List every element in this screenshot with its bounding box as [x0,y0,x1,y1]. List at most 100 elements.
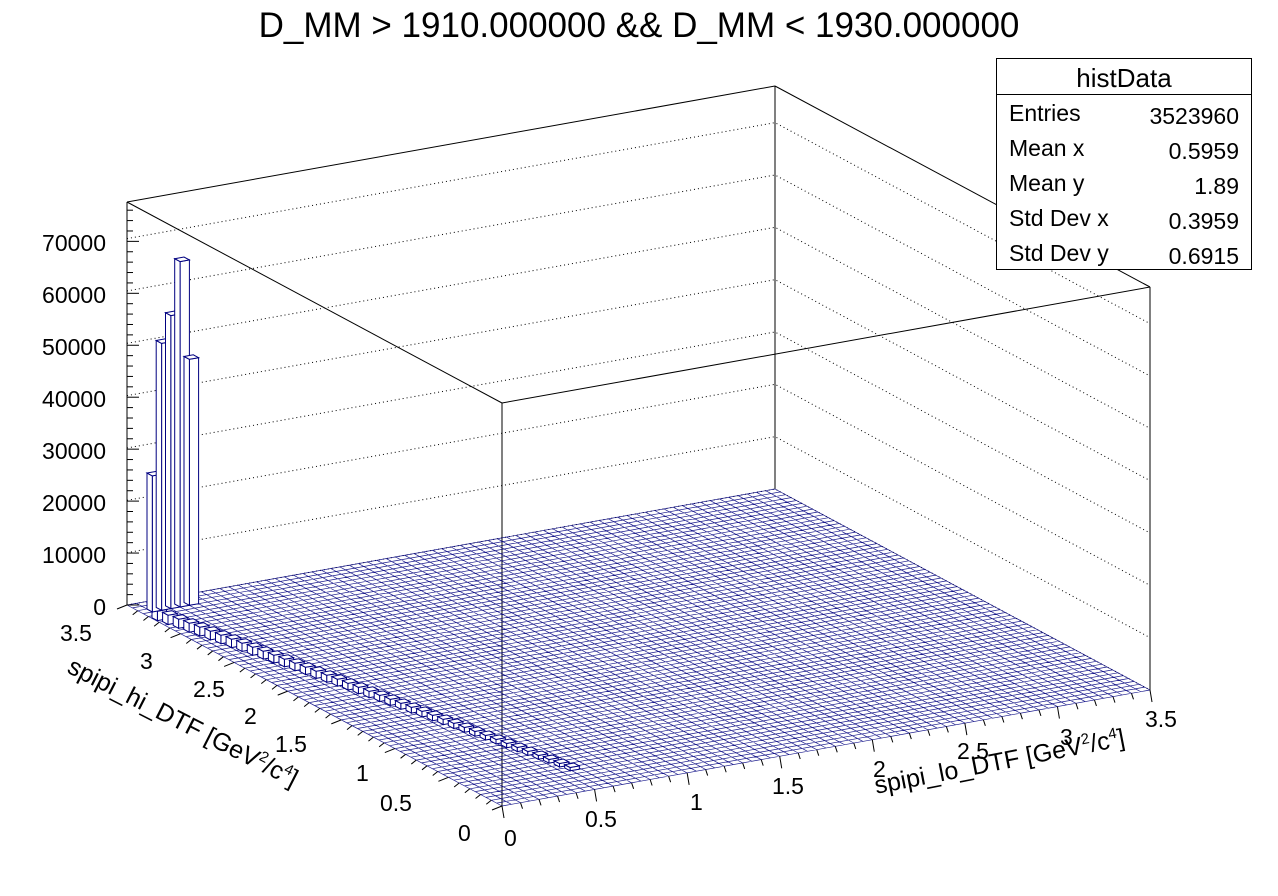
x-axis-tick [797,752,801,760]
bin-face [330,674,348,680]
x-axis-tick [538,799,542,806]
x-axis-tick [890,736,894,743]
stats-row: Std Dev y 0.6915 [997,235,1251,270]
y-axis-tick [357,730,364,736]
y-tick-label: 0 [458,820,471,846]
y-axis-tick [438,776,449,782]
z-tick-label: 20000 [42,490,106,516]
y-axis-tick [250,673,256,679]
y-axis-tick [116,604,128,610]
x-tick-label: 2.5 [957,738,989,764]
x-axis-tick [501,805,505,819]
bin-face [256,646,275,652]
bin-face [351,682,370,688]
bin-face [192,622,211,628]
x-axis-tick [723,766,727,773]
bin-face [425,710,444,716]
x-axis-tick [1056,706,1060,719]
y-axis-tick [410,759,417,765]
bin-face [288,658,306,664]
x-axis-tick [945,726,949,733]
y-axis-tick [239,667,246,673]
y-axis-tick [384,748,396,754]
z-tick-label: 10000 [42,542,106,568]
x-axis-tick [1001,716,1005,723]
bin-face [298,662,317,668]
y-axis-tick [143,616,149,621]
stats-value: 0.3959 [1168,208,1239,234]
x-axis-tick [760,759,764,766]
z-tick-label: 40000 [42,386,106,412]
bin-face [552,758,571,765]
x-axis-tick [612,785,616,793]
x-tick-label: 0.5 [585,806,617,832]
y-tick-label: 1 [356,760,369,786]
x-axis-tick [686,772,690,785]
stats-row: Entries 3523960 [997,95,1251,130]
x-axis-tick [631,782,635,789]
stats-label: Std Dev y [1009,240,1109,266]
z-gridline [126,331,1151,534]
y-axis-tick [485,799,492,805]
x-axis-tick [964,723,968,736]
x-axis-tick [1075,703,1079,710]
y-tick-label: 3.5 [60,620,92,646]
y-axis-tick [260,679,267,685]
bin-face [188,357,200,606]
bin-face [372,690,391,696]
z-gridline [126,279,1151,482]
x-axis-tick [1038,709,1042,717]
box-edge [126,201,503,404]
y-axis-tick [164,627,171,633]
stats-row: Mean y 1.89 [997,165,1251,200]
ridge-bin [563,762,581,772]
y-axis-tick [218,656,224,662]
bin-face [155,339,163,612]
y-axis-tick [223,661,235,667]
bin-face [174,257,181,608]
bin-face [393,698,412,704]
z-tick-label: 60000 [42,282,106,308]
x-axis-tick [779,756,783,769]
stats-label: Std Dev x [1009,205,1109,231]
bin-face [531,750,550,757]
x-axis-tick [871,739,875,752]
x-axis-tick [834,746,838,753]
y-axis-tick [314,707,321,713]
y-axis-tick [207,650,214,656]
x-tick-label: 3.5 [1145,706,1177,732]
x-axis-tick [594,789,598,802]
bin-face [165,311,172,610]
x-axis-tick [1019,713,1023,720]
y-axis-tick [303,702,310,708]
x-tick-label: 3 [1060,724,1073,750]
bin-face [468,726,486,733]
x-axis-tick [927,729,931,736]
bin-face [478,730,497,737]
bin-face [563,762,581,769]
y-axis-tick [491,805,503,811]
z-tick-label: 0 [93,594,106,620]
y-axis-tick [378,742,385,748]
bin-face [520,746,539,753]
bin-face [499,738,518,745]
y-axis-tick [170,633,181,639]
stats-row: Std Dev x 0.3959 [997,200,1251,235]
x-tick-label: 2 [873,756,886,782]
y-tick-label: 0.5 [380,790,412,816]
x-axis-tick [1112,696,1116,703]
x-axis-tick [575,792,579,799]
y-axis-tick [453,782,460,788]
x-axis-tick [742,762,746,770]
bin-face [203,626,222,632]
y-tick-label: 2.5 [193,676,225,702]
chart-title: D_MM > 1910.000000 && D_MM < 1930.000000 [258,6,1020,45]
y-axis-tick [421,765,428,771]
stats-title: histData [997,59,1251,95]
x-tick-label: 1.5 [772,773,804,799]
bin-face [489,734,507,741]
y-axis-tick [400,753,406,759]
ridge-bin [383,694,401,707]
bin-face [383,694,401,700]
